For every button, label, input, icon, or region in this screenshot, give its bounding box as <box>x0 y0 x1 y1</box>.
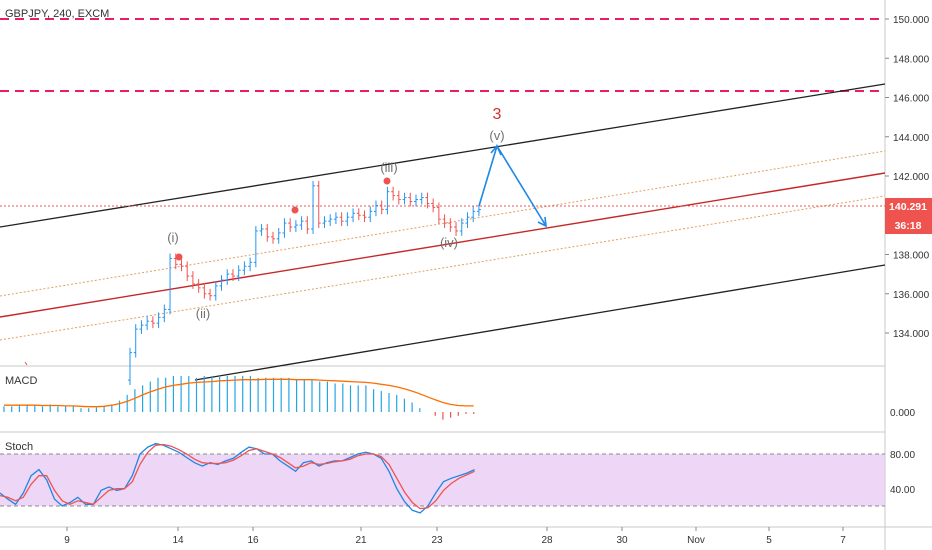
projection-path[interactable] <box>478 144 547 227</box>
macd-title[interactable]: MACD <box>5 375 37 387</box>
channel-quarter-lower[interactable] <box>0 195 886 341</box>
time-tick-label: 23 <box>431 535 443 546</box>
candles-group <box>24 180 481 386</box>
time-tick-label: 28 <box>541 535 553 546</box>
price-axis-panel[interactable] <box>885 0 932 550</box>
price-tick-label: 146.000 <box>893 94 930 105</box>
stoch-band <box>0 454 885 506</box>
channel-upper-line[interactable] <box>0 83 886 228</box>
wave-dot-iii <box>383 177 391 185</box>
price-tick-label: 134.000 <box>893 329 930 340</box>
time-tick-label: 16 <box>247 535 259 546</box>
price-tick-label: 138.000 <box>893 251 930 262</box>
price-tick-label: 144.000 <box>893 133 930 144</box>
price-tick-label: 142.000 <box>893 172 930 183</box>
wave-dot-i <box>175 253 183 261</box>
last-price-tag[interactable] <box>885 198 932 234</box>
price-tick-label: 148.000 <box>893 54 930 65</box>
time-tick-label: 9 <box>64 535 70 546</box>
time-tick-label: Nov <box>687 535 705 546</box>
time-tick-label: 7 <box>840 535 846 546</box>
time-tick-label: 14 <box>172 535 184 546</box>
time-tick-label: 5 <box>766 535 772 546</box>
wave-label-iii[interactable]: (iii) <box>380 160 397 175</box>
stoch-k-line <box>0 442 475 514</box>
macd-group <box>3 375 475 420</box>
projection-arrowhead-up <box>490 144 502 156</box>
stoch-axis-tick-80: 80.00 <box>890 450 915 461</box>
macd-axis-tick: 0.000 <box>890 408 915 419</box>
wave-label-i[interactable]: (i) <box>167 230 179 245</box>
stoch-axis-tick-40: 40.00 <box>890 485 915 496</box>
channel-quarter-upper[interactable] <box>0 150 886 297</box>
wave-dot-mid <box>291 206 299 214</box>
time-tick-label: 21 <box>355 535 367 546</box>
price-tick-label: 136.000 <box>893 290 930 301</box>
channel-lower-line[interactable] <box>194 264 886 381</box>
wave-label-ii[interactable]: (ii) <box>196 306 210 321</box>
time-axis-ticks: 9 14 16 21 23 28 30 Nov 5 7 <box>64 527 846 546</box>
projection-arrowhead-down <box>537 216 547 228</box>
channel-midline[interactable] <box>0 172 886 318</box>
wave-label-v[interactable]: (v) <box>489 128 504 143</box>
wave-label-iv[interactable]: (iv) <box>440 235 458 250</box>
price-tick-label: 150.000 <box>893 15 930 26</box>
chart-title[interactable]: GBPJPY, 240, EXCM <box>5 8 109 20</box>
wave-label-3[interactable]: 3 <box>493 106 502 123</box>
stoch-d-line <box>0 443 475 510</box>
countdown-value: 36:18 <box>895 220 922 232</box>
macd-signal-line <box>4 378 474 408</box>
time-tick-label: 30 <box>616 535 628 546</box>
early-candle-mark <box>24 361 28 366</box>
stoch-title[interactable]: Stoch <box>5 441 33 453</box>
stoch-group <box>0 442 475 514</box>
last-price-value: 140.291 <box>889 201 927 213</box>
